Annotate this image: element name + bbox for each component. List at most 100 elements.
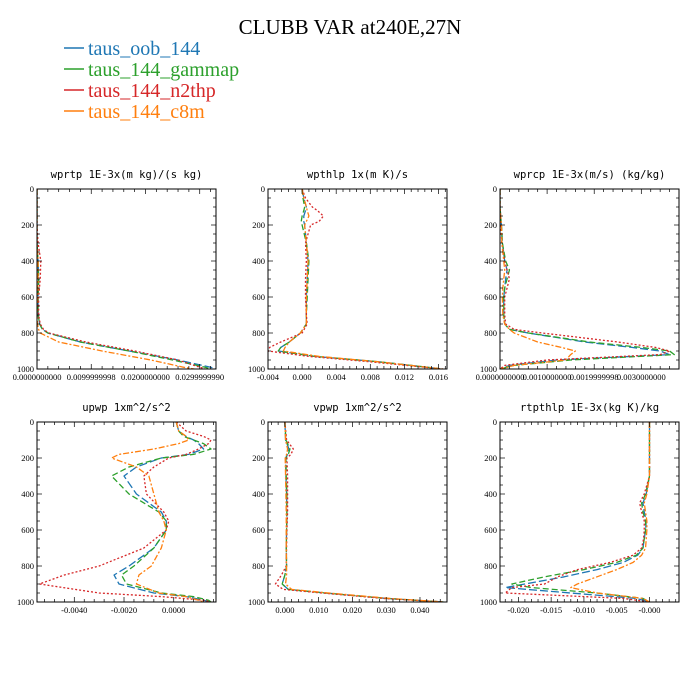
y-tick-label: 200: [484, 453, 497, 463]
series-line-taus-144-c8m: [570, 422, 651, 602]
series-group: [500, 189, 675, 369]
plot-frame: [36, 188, 217, 370]
x-tick-label: 0.0000000000: [13, 372, 62, 382]
legend-label: taus_144_gammap: [88, 59, 239, 81]
panel-wprcp: wprcp 1E-3x(m/s) (kg/kg) 0 200 400 600 800 100…: [476, 169, 680, 382]
panel-title: rtpthlp 1E-3x(kg K)/kg: [520, 402, 659, 414]
series-line-taus-144-gammap: [281, 422, 444, 602]
series-line-taus-oob-144: [37, 189, 216, 369]
x-tick-label: -0.015: [540, 605, 562, 615]
panel-title: wprtp 1E-3x(m kg)/(s kg): [51, 169, 203, 181]
x-tick-label: 0.016: [429, 372, 448, 382]
plot-frame: [499, 421, 680, 603]
y-tick-label: 400: [484, 256, 497, 266]
x-tick-label: 0.008: [361, 372, 380, 382]
panel-title: upwp 1xm^2/s^2: [82, 402, 171, 414]
series-line-taus-144-gammap: [511, 422, 651, 602]
x-tick-label: 0.0299999990: [175, 372, 224, 382]
y-tick-label: 1000: [248, 364, 265, 374]
series-line-taus-144-n2thp: [37, 189, 206, 369]
y-tick-label: 400: [484, 489, 497, 499]
x-tick-label: 0.030: [377, 605, 396, 615]
panel-upwp: upwp 1xm^2/s^2 0 200 400 600 800 1000 -0.0040 -0…: [17, 402, 217, 615]
y-tick-label: 200: [252, 220, 265, 230]
series-line-taus-144-gammap: [277, 189, 443, 369]
y-tick-label: 0: [261, 184, 265, 194]
series-line-taus-oob-144: [281, 422, 444, 602]
y-tick-label: 400: [21, 489, 34, 499]
y-tick-label: 600: [21, 292, 34, 302]
y-tick-label: 1000: [17, 597, 34, 607]
series-line-taus-oob-144: [277, 189, 443, 369]
series-line-taus-144-gammap: [37, 189, 211, 369]
series-line-taus-144-c8m: [37, 189, 195, 369]
panel-vpwp: vpwp 1xm^2/s^2 0 200 400 600 800 1000 0.000 0.01…: [248, 402, 448, 615]
x-tick-label: 0.040: [410, 605, 429, 615]
series-line-taus-144-c8m: [500, 189, 577, 369]
series-line-taus-144-n2thp: [38, 422, 212, 602]
series-line-taus-144-c8m: [282, 189, 443, 369]
x-tick-label: -0.0040: [61, 605, 87, 615]
x-tick-label: 0.0010000000: [523, 372, 572, 382]
y-tick-label: 800: [252, 328, 265, 338]
y-tick-label: 200: [484, 220, 497, 230]
series-line-taus-144-gammap: [110, 422, 212, 602]
series-group: [37, 189, 216, 369]
series-line-taus-144-n2thp: [274, 422, 444, 602]
series-group: [268, 189, 443, 369]
y-tick-label: 0: [261, 417, 265, 427]
x-tick-label: -0.0020: [111, 605, 137, 615]
y-tick-label: 1000: [17, 364, 34, 374]
series-line-taus-oob-144: [504, 422, 651, 602]
x-tick-label: 0.0030000000: [617, 372, 666, 382]
x-tick-label: -0.005: [606, 605, 628, 615]
y-tick-label: 1000: [480, 597, 497, 607]
x-tick-label: 0.0099999998: [67, 372, 116, 382]
series-line-taus-144-c8m: [110, 422, 204, 602]
y-tick-label: 800: [21, 328, 34, 338]
y-tick-label: 800: [484, 561, 497, 571]
y-tick-label: 600: [252, 292, 265, 302]
y-tick-label: 200: [21, 220, 34, 230]
series-line-taus-144-c8m: [284, 422, 444, 602]
x-tick-label: -0.010: [573, 605, 595, 615]
x-tick-label: 0.0200000000: [121, 372, 170, 382]
y-tick-label: 1000: [480, 364, 497, 374]
x-tick-label: 0.010: [309, 605, 328, 615]
figure-title: CLUBB VAR at240E,27N: [239, 15, 462, 39]
series-group: [38, 422, 212, 602]
panels: wprtp 1E-3x(m kg)/(s kg) 0 200 400 600 800 100…: [13, 169, 680, 615]
panel-title: wpthlp 1x(m K)/s: [307, 169, 408, 181]
x-tick-label: 0.0019999998: [570, 372, 619, 382]
legend-item-taus-144-c8m: taus_144_c8m: [64, 101, 205, 123]
y-tick-label: 600: [484, 292, 497, 302]
y-tick-label: 600: [21, 525, 34, 535]
y-tick-label: 600: [484, 525, 497, 535]
panel-wpthlp: wpthlp 1x(m K)/s 0 200 400 600 800 1000-0.004 0…: [248, 169, 448, 382]
x-tick-label: 0.020: [343, 605, 362, 615]
y-tick-label: 800: [252, 561, 265, 571]
x-tick-label: 0.012: [395, 372, 414, 382]
y-tick-label: 0: [493, 417, 497, 427]
panel-title: wprcp 1E-3x(m/s) (kg/kg): [514, 169, 666, 181]
x-tick-label: -0.020: [507, 605, 529, 615]
legend-item-taus-oob-144: taus_oob_144: [64, 38, 200, 60]
legend-label: taus_oob_144: [88, 38, 200, 60]
y-tick-label: 0: [493, 184, 497, 194]
series-group: [274, 422, 444, 602]
y-tick-label: 400: [21, 256, 34, 266]
panel-title: vpwp 1xm^2/s^2: [313, 402, 402, 414]
y-tick-label: 0: [30, 184, 34, 194]
y-tick-label: 200: [21, 453, 34, 463]
y-tick-label: 1000: [248, 597, 265, 607]
series-line-taus-oob-144: [500, 189, 671, 369]
x-tick-label: 0.000: [275, 605, 294, 615]
y-tick-label: 800: [21, 561, 34, 571]
y-tick-label: 400: [252, 489, 265, 499]
x-tick-label: -0.004: [257, 372, 280, 382]
x-tick-label: -0.000: [639, 605, 661, 615]
legend-item-taus-144-n2thp: taus_144_n2thp: [64, 80, 216, 102]
panel-rtpthlp: rtpthlp 1E-3x(kg K)/kg02004006008001000-…: [480, 402, 680, 615]
series-group: [504, 422, 651, 602]
